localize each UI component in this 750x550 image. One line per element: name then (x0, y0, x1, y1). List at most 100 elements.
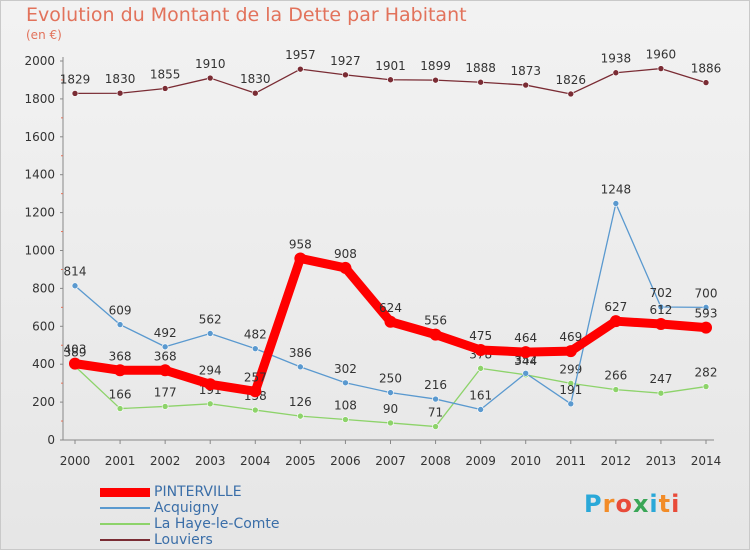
y-tick-label: 800 (32, 281, 55, 295)
data-label-pinterville: 368 (154, 349, 177, 363)
data-label-louviers: 1960 (646, 48, 677, 62)
data-label-pinterville: 368 (109, 349, 132, 363)
data-label-louviers: 1901 (375, 59, 406, 73)
y-tick-label: 1800 (24, 92, 55, 106)
data-point-acquigny (657, 303, 665, 311)
data-label-acquigny: 814 (64, 265, 87, 279)
data-point-louviers (206, 74, 214, 82)
x-tick-label: 2002 (150, 454, 181, 468)
legend-label-pinterville: PINTERVILLE (154, 484, 242, 500)
data-label-louviers: 1938 (601, 52, 632, 66)
data-point-pinterville (294, 252, 307, 265)
data-label-la-haye-le-comte: 108 (334, 399, 357, 413)
y-tick-label: 1000 (24, 244, 55, 258)
data-point-pinterville (609, 315, 622, 328)
data-label-louviers: 1873 (510, 64, 541, 78)
data-label-acquigny: 482 (244, 328, 267, 342)
data-point-la-haye-le-comte (297, 412, 304, 420)
data-label-la-haye-le-comte: 90 (383, 402, 398, 416)
data-label-acquigny: 191 (559, 383, 582, 397)
data-point-la-haye-le-comte (387, 419, 394, 427)
data-label-la-haye-le-comte: 247 (649, 372, 672, 386)
data-label-louviers: 1927 (330, 54, 361, 68)
y-tick-label: 2000 (24, 54, 55, 68)
data-label-pinterville: 958 (289, 237, 312, 251)
legend-label-louviers: Louviers (154, 532, 213, 548)
legend-item-acquigny: Acquigny (100, 500, 280, 516)
data-label-louviers: 1830 (240, 72, 271, 86)
data-point-pinterville (204, 378, 217, 391)
data-label-acquigny: 562 (199, 313, 222, 327)
data-label-la-haye-le-comte: 177 (154, 385, 177, 399)
data-label-la-haye-le-comte: 282 (695, 366, 718, 380)
data-label-acquigny: 386 (289, 346, 312, 360)
legend-item-la-haye-le-comte: La Haye-le-Comte (100, 516, 280, 532)
data-point-louviers (71, 90, 79, 97)
x-tick-label: 2008 (420, 454, 451, 468)
data-label-louviers: 1910 (195, 57, 226, 71)
data-point-acquigny (116, 321, 124, 328)
data-label-pinterville: 624 (379, 301, 402, 315)
data-label-pinterville: 475 (469, 329, 492, 343)
data-point-la-haye-le-comte (567, 380, 575, 387)
y-tick-label: 0 (47, 433, 55, 447)
y-tick-label: 600 (32, 319, 55, 333)
y-tick-label: 1400 (24, 168, 55, 182)
data-label-louviers: 1957 (285, 48, 316, 62)
data-label-pinterville: 627 (604, 300, 627, 314)
logo-letter: i (671, 490, 681, 518)
logo-letter: i (649, 490, 659, 518)
data-point-acquigny (342, 379, 349, 387)
data-point-la-haye-le-comte (206, 400, 214, 408)
data-label-la-haye-le-comte: 71 (428, 406, 443, 420)
data-label-pinterville: 593 (695, 307, 718, 321)
data-point-pinterville (249, 385, 262, 398)
data-point-pinterville (564, 345, 577, 358)
data-point-acquigny (432, 395, 439, 403)
data-point-louviers (567, 90, 575, 98)
data-label-louviers: 1855 (150, 67, 181, 81)
data-point-acquigny (161, 343, 169, 351)
data-point-louviers (387, 76, 394, 84)
x-tick-label: 2011 (556, 454, 587, 468)
data-label-pinterville: 464 (514, 331, 537, 345)
logo-letter: t (658, 490, 672, 518)
data-point-la-haye-le-comte (612, 386, 620, 393)
data-label-la-haye-le-comte: 126 (289, 395, 312, 409)
legend-item-pinterville: PINTERVILLE (100, 484, 280, 500)
data-label-louviers: 1886 (691, 62, 722, 76)
logo-letter: x (632, 490, 650, 518)
data-label-pinterville: 403 (64, 343, 87, 357)
data-label-acquigny: 492 (154, 326, 177, 340)
data-label-louviers: 1888 (465, 61, 496, 75)
data-point-louviers (297, 65, 304, 73)
data-point-la-haye-le-comte (702, 383, 710, 390)
x-tick-label: 2006 (330, 454, 361, 468)
chart-subtitle: (en €) (26, 28, 62, 42)
x-tick-label: 2012 (601, 454, 632, 468)
data-point-louviers (116, 89, 124, 97)
data-label-louviers: 1829 (60, 72, 91, 86)
legend-item-louviers: Louviers (100, 532, 280, 548)
logo-letter: o (615, 490, 633, 518)
data-label-pinterville: 612 (649, 303, 672, 317)
data-label-la-haye-le-comte: 266 (604, 369, 627, 383)
data-point-pinterville (474, 343, 487, 356)
data-point-louviers (612, 69, 620, 77)
data-point-la-haye-le-comte (251, 406, 259, 414)
data-point-acquigny (522, 369, 530, 377)
data-point-acquigny (71, 282, 79, 290)
data-point-louviers (432, 76, 439, 84)
data-point-louviers (522, 81, 530, 89)
data-point-acquigny (206, 330, 214, 337)
data-label-pinterville: 469 (559, 330, 582, 344)
data-point-louviers (342, 71, 349, 79)
data-point-la-haye-le-comte (657, 389, 665, 397)
data-point-acquigny (297, 363, 304, 371)
legend-label-acquigny: Acquigny (154, 500, 219, 516)
data-point-louviers (702, 79, 710, 86)
data-point-louviers (251, 89, 259, 97)
x-tick-label: 2013 (646, 454, 677, 468)
